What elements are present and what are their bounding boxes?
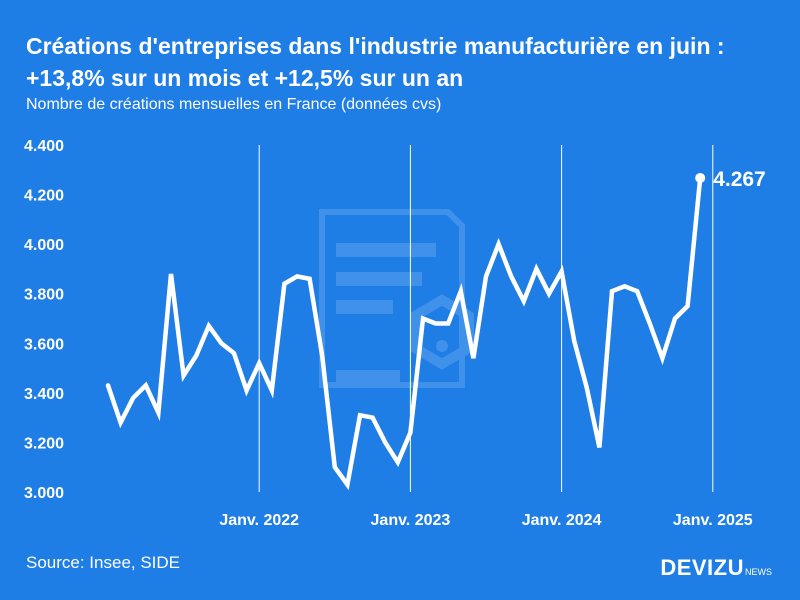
x-tick-label: Janv. 2024	[522, 512, 602, 529]
source-note: Source: Insee, SIDE	[26, 553, 181, 572]
brand-subtitle: NEWS	[745, 567, 772, 577]
series-layer: 4.267	[105, 168, 766, 491]
chart-title: Créations d'entreprises dans l'industrie…	[26, 30, 786, 94]
last-point-marker	[695, 172, 706, 183]
chart-title-line-2: +13,8% sur un mois et +12,5% sur un an	[26, 65, 464, 91]
chart-subtitle: Nombre de créations mensuelles en France…	[26, 96, 442, 113]
x-axis: Janv. 2022 Janv. 2023 Janv. 2024 Janv. 2025	[219, 512, 752, 529]
y-tick-label: 3.200	[24, 435, 64, 452]
y-tick-label: 3.800	[24, 287, 64, 304]
y-tick-label: 3.600	[24, 336, 64, 353]
x-tick-label: Janv. 2025	[673, 512, 753, 529]
series-line	[105, 175, 703, 491]
y-axis: 4.400 4.200 4.000 3.800 3.600 3.400 3.200 3.000	[24, 138, 64, 502]
y-tick-label: 4.000	[24, 237, 64, 254]
document-gear-watermark-icon	[319, 209, 474, 388]
last-value-label: 4.267	[713, 168, 766, 191]
vertical-gridlines	[258, 145, 714, 492]
x-tick-label: Janv. 2023	[371, 512, 451, 529]
y-tick-label: 4.200	[24, 188, 64, 205]
chart-title-line-1: Créations d'entreprises dans l'industrie…	[26, 33, 725, 59]
brand-name: DEVIZU	[660, 555, 744, 580]
x-tick-label: Janv. 2022	[219, 512, 299, 529]
brand-logo: DEVIZUNEWS	[660, 555, 772, 581]
y-tick-label: 4.400	[24, 138, 64, 155]
y-tick-label: 3.000	[24, 485, 64, 502]
y-tick-label: 3.400	[24, 386, 64, 403]
